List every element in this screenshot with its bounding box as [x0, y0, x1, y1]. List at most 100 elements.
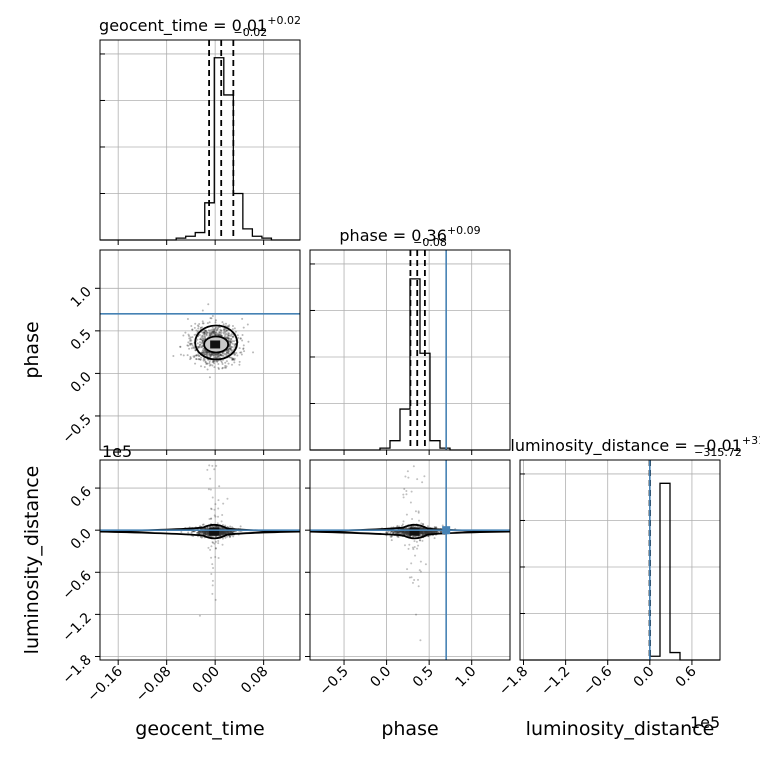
sample-point [202, 530, 205, 533]
sample-point [187, 344, 190, 347]
sample-point [221, 523, 224, 526]
sample-point [231, 346, 234, 349]
sample-point [231, 358, 234, 361]
sample-point [196, 342, 199, 345]
sample-point [428, 530, 431, 533]
sample-point [227, 337, 230, 340]
sample-point [206, 352, 209, 355]
sample-point [198, 531, 201, 534]
sample-point [211, 579, 214, 582]
sample-point [204, 532, 207, 535]
sample-point [207, 532, 210, 535]
sample-point [421, 531, 424, 534]
sample-point [219, 531, 222, 534]
sample-point [197, 325, 200, 328]
sample-point [205, 362, 208, 365]
sample-point [204, 353, 207, 356]
sample-point [425, 532, 428, 535]
sample-point [221, 537, 224, 540]
sample-point [226, 336, 229, 339]
sample-point [421, 534, 424, 537]
sample-point [229, 348, 232, 351]
sample-point [205, 350, 208, 353]
sample-point [229, 347, 232, 350]
sample-point [205, 353, 208, 356]
sample-point [233, 359, 236, 362]
sample-point [405, 493, 408, 496]
sample-point [206, 530, 209, 533]
sample-point [204, 351, 207, 354]
sample-point [204, 360, 207, 363]
sample-point [225, 329, 228, 332]
sample-point [209, 317, 212, 320]
sample-point [212, 330, 215, 333]
sample-point [395, 532, 398, 535]
sample-point [401, 531, 404, 534]
sample-point [227, 334, 230, 337]
sample-point [215, 356, 218, 359]
sample-point [189, 342, 192, 345]
sample-point [188, 335, 191, 338]
sample-point [202, 351, 205, 354]
sample-point [234, 353, 237, 356]
sample-point [416, 547, 419, 550]
sample-point [214, 319, 217, 322]
sample-point [421, 532, 424, 535]
sample-point [411, 525, 414, 528]
title-phase: phase = 0.36+0.09 −0.08 [339, 224, 480, 249]
sample-point [396, 524, 399, 527]
sample-point [213, 331, 216, 334]
sample-point [207, 531, 210, 534]
sample-point [201, 320, 204, 323]
sample-point [215, 353, 218, 356]
sample-point [197, 531, 200, 534]
sample-point [394, 530, 397, 533]
sample-point [227, 332, 230, 335]
sample-point [432, 531, 435, 534]
sample-point [201, 331, 204, 334]
sample-point [217, 352, 220, 355]
sample-point [419, 527, 422, 530]
y-axis-label-phase: phase [21, 321, 43, 378]
sample-point [230, 341, 233, 344]
sample-point [202, 531, 205, 534]
sample-point [407, 437, 409, 439]
sample-point [202, 322, 205, 325]
sample-point [230, 356, 233, 359]
sample-point [429, 531, 432, 534]
sample-point [202, 352, 205, 355]
sample-point [419, 526, 422, 529]
sample-point [224, 322, 227, 325]
sample-point [220, 329, 223, 332]
sample-point [179, 353, 182, 356]
sample-point [220, 531, 223, 534]
sample-point [417, 510, 420, 513]
sample-point [228, 350, 231, 353]
sample-point [194, 322, 197, 325]
sample-point [214, 515, 217, 518]
sample-point [222, 352, 225, 355]
sample-point [212, 331, 215, 334]
sample-point [427, 531, 430, 534]
sample-point [226, 351, 229, 354]
sample-point [402, 532, 405, 535]
sample-point [217, 507, 220, 510]
sample-point [410, 525, 413, 528]
sample-point [421, 531, 424, 534]
sample-point [211, 584, 214, 587]
sample-point [219, 534, 222, 537]
sample-point [390, 535, 393, 538]
sample-point [231, 342, 234, 345]
sample-point [220, 531, 223, 534]
sample-point [189, 338, 192, 341]
sample-point [404, 531, 407, 534]
sample-point [196, 338, 199, 341]
sample-point [205, 530, 208, 533]
sample-point [207, 532, 210, 535]
sample-point [221, 527, 224, 530]
sample-point [223, 335, 226, 338]
sample-point [220, 520, 223, 523]
sample-point [419, 530, 422, 533]
sample-point [200, 345, 203, 348]
sample-point [214, 355, 217, 358]
